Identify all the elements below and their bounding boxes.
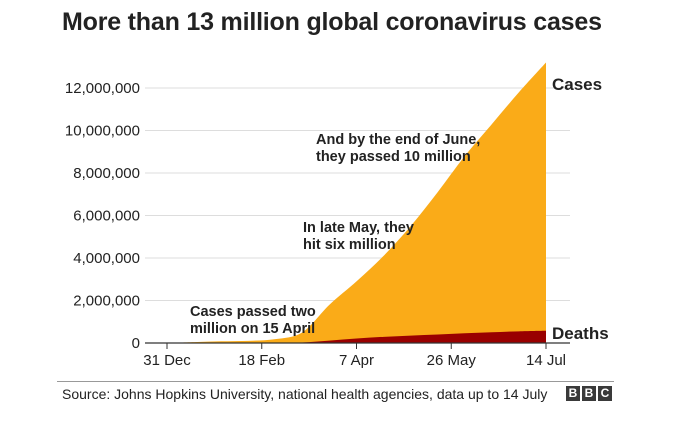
- series-labels: Cases Deaths: [552, 75, 609, 343]
- bbc-logo: B B C: [566, 386, 612, 401]
- y-tick-label: 4,000,000: [73, 250, 140, 267]
- logo-letter-1: B: [566, 386, 580, 401]
- series-label-cases: Cases: [552, 75, 602, 94]
- chart-title: More than 13 million global coronavirus …: [62, 8, 602, 36]
- annotation-line: Cases passed two: [190, 304, 316, 320]
- area-deaths: [167, 330, 546, 343]
- x-tick-label: 26 May: [427, 352, 477, 369]
- y-tick-label: 10,000,000: [65, 123, 140, 140]
- x-tick-label: 18 Feb: [238, 352, 285, 369]
- footer-divider: [57, 381, 614, 382]
- y-tick-labels: 0 2,000,000 4,000,000 6,000,000 8,000,000 10,…: [65, 80, 140, 352]
- series-label-deaths: Deaths: [552, 324, 609, 343]
- x-tick-label: 7 Apr: [339, 352, 374, 369]
- x-tick-label: 14 Jul: [526, 352, 566, 369]
- annotation-line: And by the end of June,: [316, 132, 480, 148]
- gridlines: [145, 87, 570, 301]
- y-tick-label: 2,000,000: [73, 293, 140, 310]
- annotation-line: they passed 10 million: [316, 149, 471, 165]
- logo-letter-3: C: [598, 386, 612, 401]
- y-tick-label: 0: [132, 335, 140, 352]
- annotation-line: million on 15 April: [190, 321, 315, 337]
- x-tick-label: 31 Dec: [143, 352, 191, 369]
- annotation-line: hit six million: [303, 237, 396, 253]
- chart-areas: [167, 62, 546, 343]
- source-note: Source: Johns Hopkins University, nation…: [62, 386, 548, 402]
- annotation-line: In late May, they: [303, 220, 414, 236]
- y-tick-label: 6,000,000: [73, 208, 140, 225]
- x-tick-labels: 31 Dec 18 Feb 7 Apr 26 May 14 Jul: [143, 343, 566, 369]
- area-chart: 0 2,000,000 4,000,000 6,000,000 8,000,000 10,…: [65, 62, 609, 369]
- logo-letter-2: B: [582, 386, 596, 401]
- area-cases: [167, 62, 546, 343]
- y-tick-label: 12,000,000: [65, 80, 140, 97]
- y-tick-label: 8,000,000: [73, 165, 140, 182]
